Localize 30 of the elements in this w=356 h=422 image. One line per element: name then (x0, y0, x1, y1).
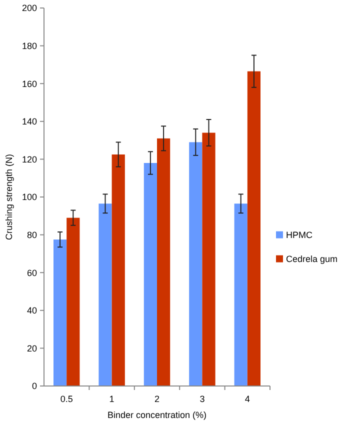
y-tick-label: 20 (26, 343, 37, 354)
y-tick-label: 60 (26, 268, 37, 278)
y-tick-label: 200 (22, 3, 37, 14)
bar (157, 138, 170, 386)
legend-label: Cedrela gum (286, 254, 338, 264)
bar (189, 142, 202, 386)
bar (112, 154, 125, 386)
bar (202, 132, 216, 386)
x-tick-label: 2 (154, 394, 160, 404)
x-tick-label: 1 (109, 394, 114, 404)
bar (247, 71, 261, 386)
y-tick-label: 160 (22, 78, 37, 89)
legend-label: HPMC (286, 230, 313, 240)
bar (66, 218, 80, 386)
y-tick-label: 100 (22, 192, 37, 202)
bar (234, 204, 248, 386)
bar (144, 162, 157, 386)
y-tick-label: 80 (26, 230, 37, 240)
y-tick-label: 120 (22, 154, 37, 164)
x-tick-label: 3 (200, 394, 205, 404)
y-tick-label: 180 (22, 40, 37, 51)
y-axis-title: Crushing strength (N) (4, 154, 14, 240)
x-tick-label: 0.5 (60, 394, 73, 404)
x-axis-title: Binder concentration (%) (107, 410, 207, 420)
bar (53, 240, 67, 386)
y-tick-label: 40 (26, 306, 37, 316)
bar (98, 204, 112, 386)
y-tick-label: 0 (32, 381, 37, 392)
x-tick-label: 4 (244, 394, 250, 404)
y-tick-label: 140 (22, 116, 37, 127)
